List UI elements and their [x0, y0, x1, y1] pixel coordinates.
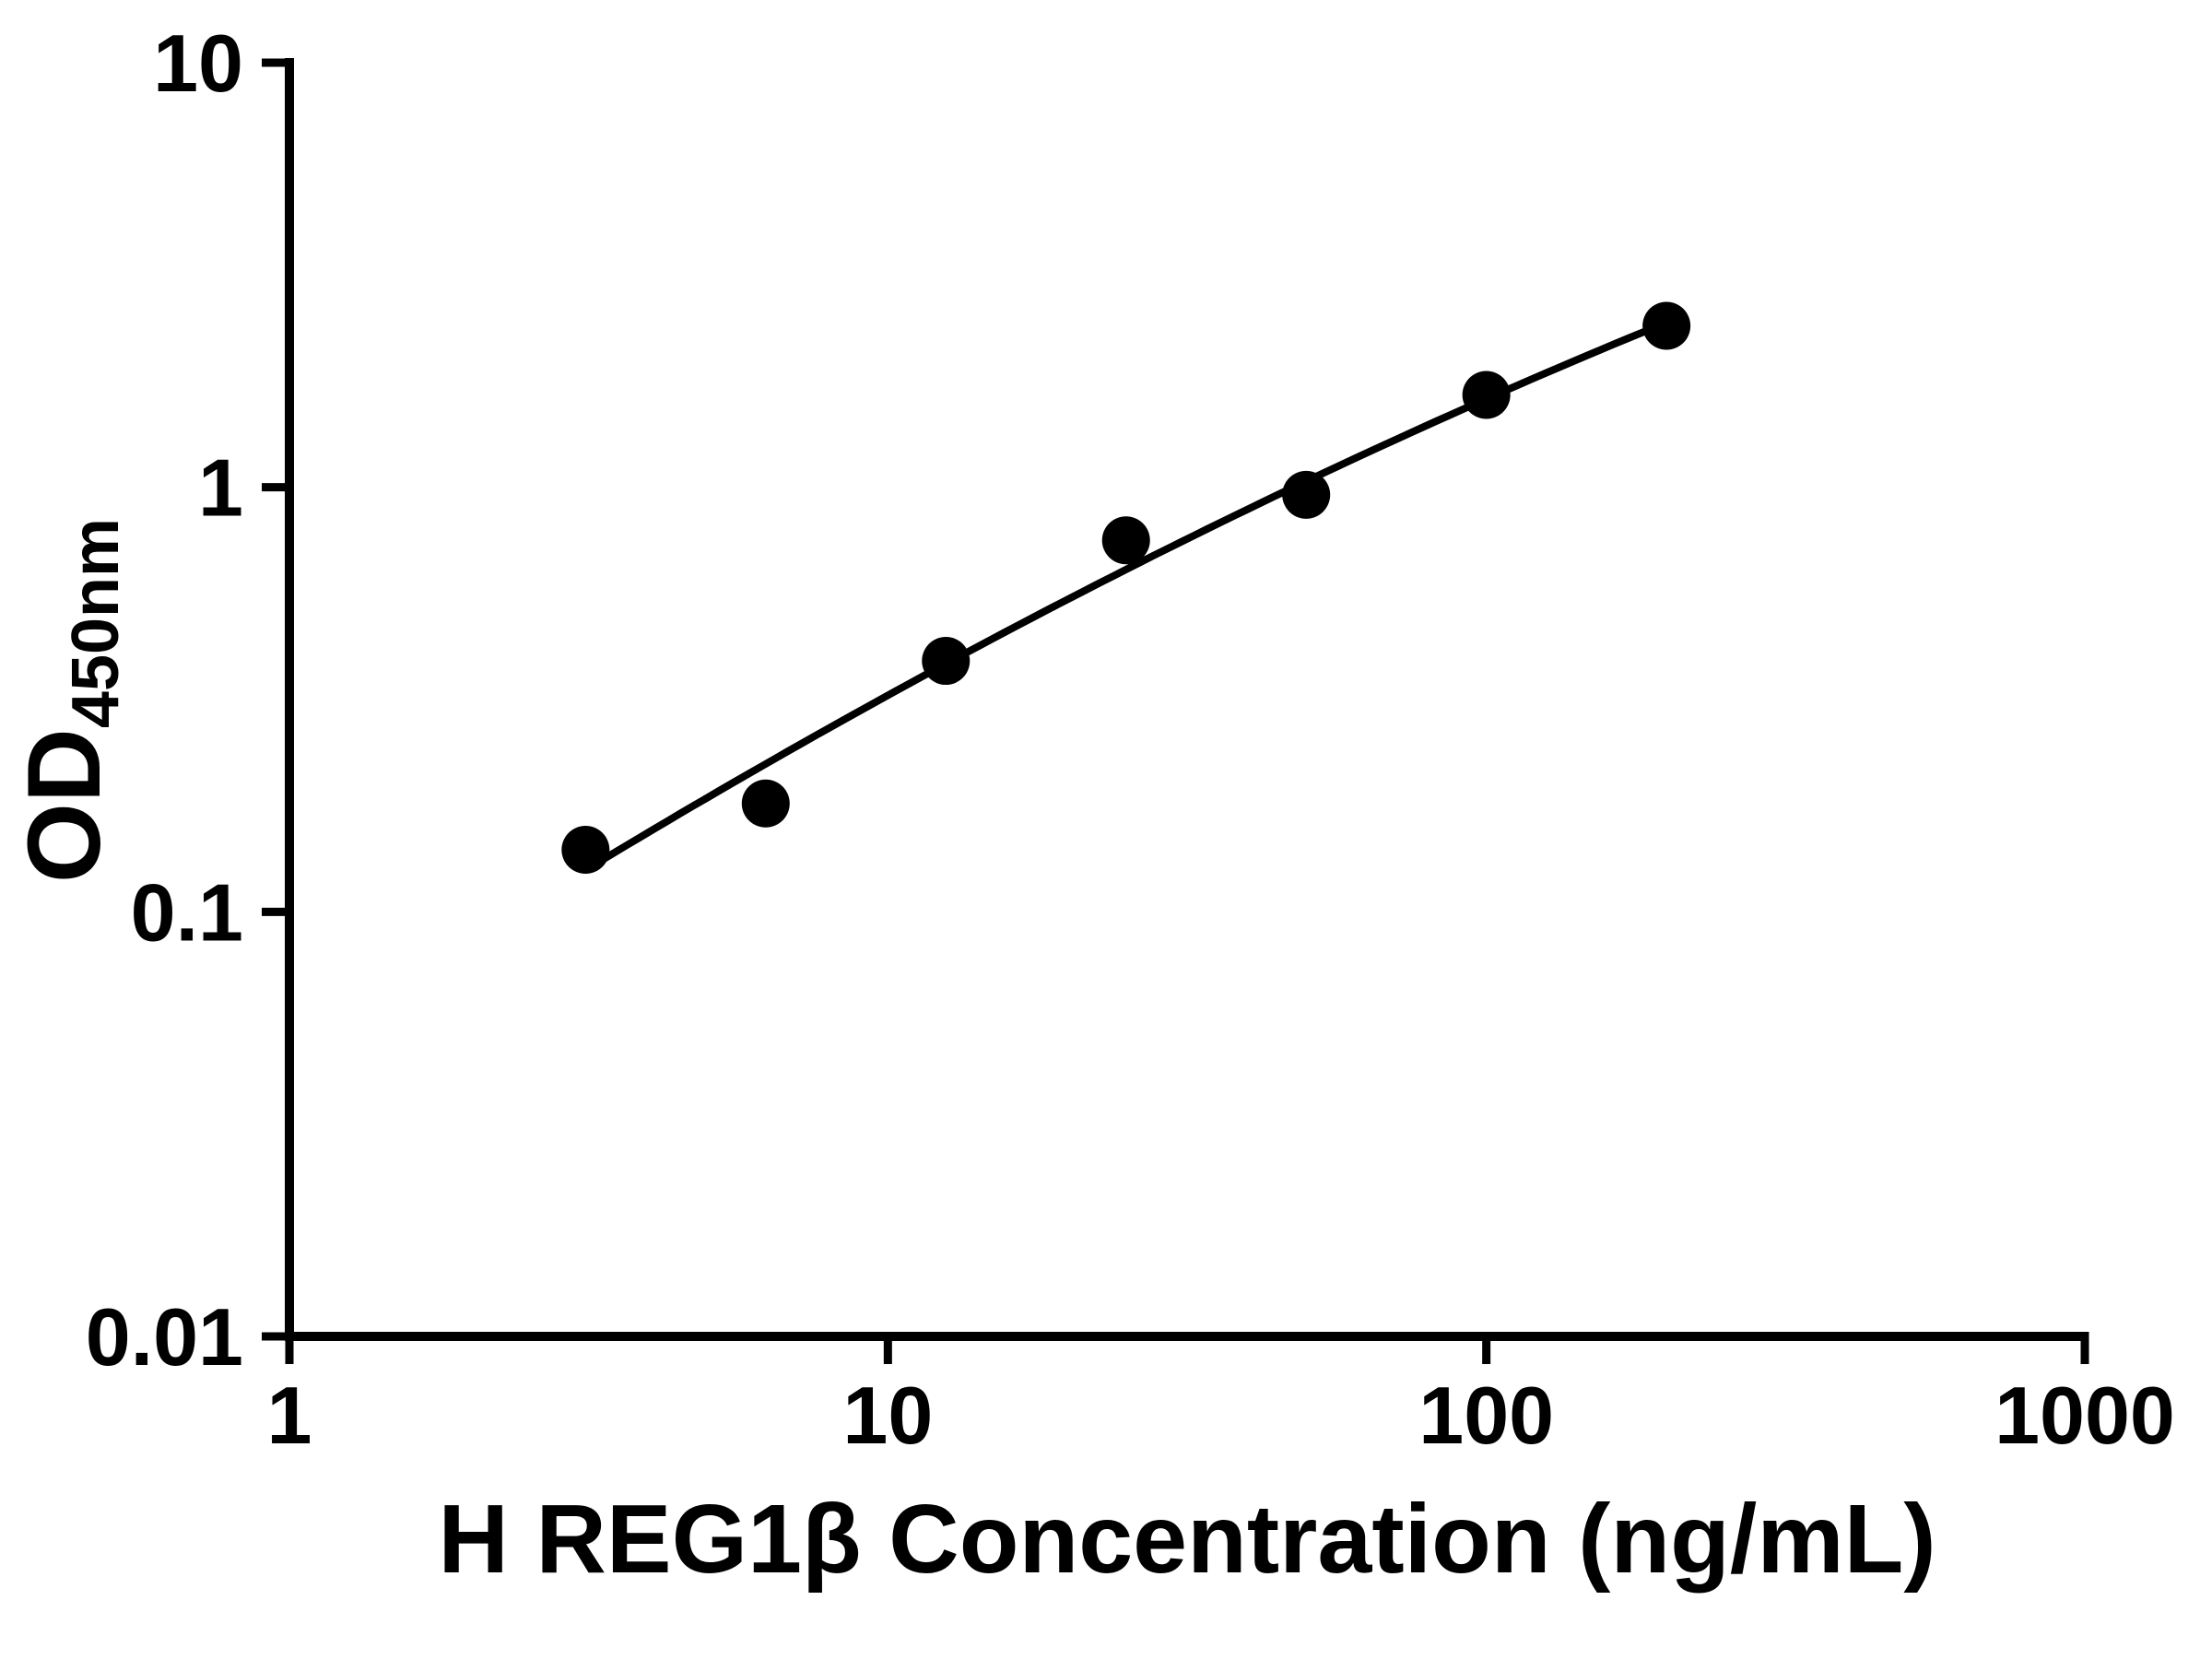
y-axis-title-subscript: 450nm [59, 517, 133, 729]
x-tick-label: 10 [842, 1370, 933, 1461]
data-point [741, 779, 790, 828]
x-axis-title: H REG1β Concentration (ng/mL) [438, 1485, 1936, 1594]
y-tick-label: 10 [153, 18, 243, 109]
data-point [1282, 470, 1331, 519]
axes [285, 58, 2089, 1341]
y-tick-label: 0.1 [131, 866, 243, 958]
y-tick-label: 0.01 [86, 1291, 243, 1382]
data-point [922, 637, 971, 686]
data-point [1101, 516, 1150, 565]
x-tick-label: 1 [267, 1370, 312, 1461]
y-tick-label: 1 [198, 442, 243, 534]
x-tick-label: 100 [1418, 1370, 1554, 1461]
y-axis-title: OD 450nm [6, 424, 142, 977]
data-point [1642, 301, 1691, 350]
y-axis-title-base: OD [6, 728, 122, 884]
data-point [561, 826, 610, 875]
data-point [1462, 371, 1511, 419]
x-tick-label: 1000 [1994, 1370, 2175, 1461]
